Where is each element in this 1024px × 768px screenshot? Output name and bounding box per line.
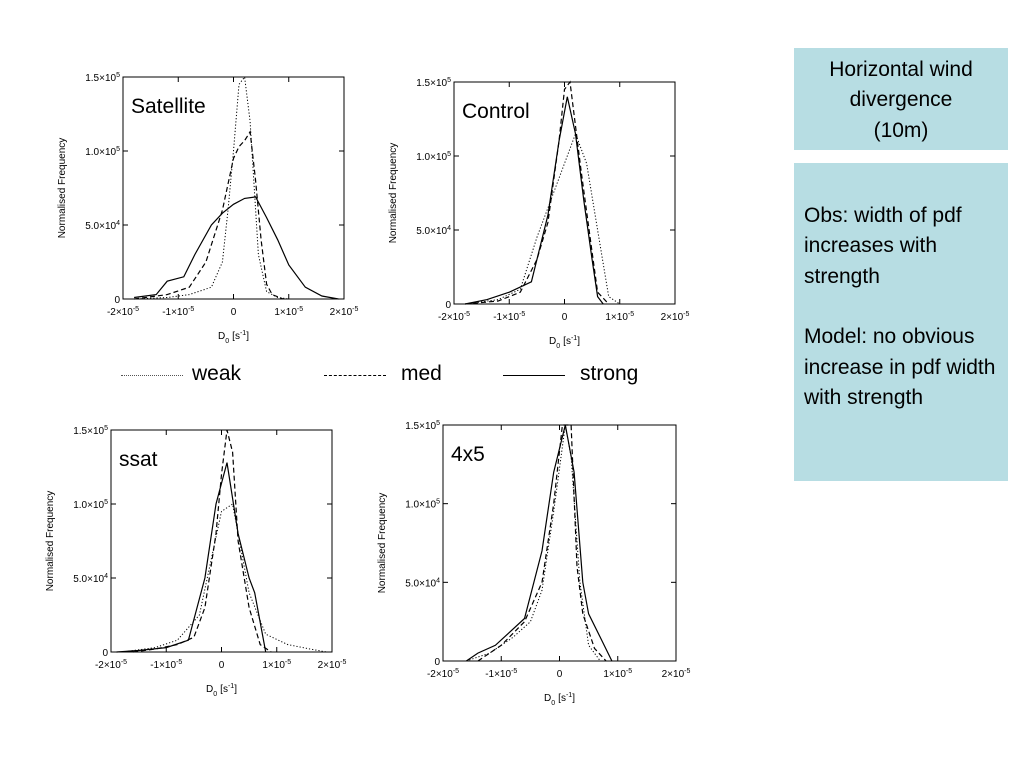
title-box: Horizontal wind divergence (10m) [794, 48, 1008, 150]
legend-label-med: med [401, 362, 442, 385]
x-tick-label: 2×10-5 [662, 668, 691, 680]
x-tick-label: 0 [557, 669, 563, 680]
series-line-med [133, 429, 272, 653]
x-tick-label: 2×10-5 [661, 311, 690, 323]
x-tick-label: 1×10-5 [262, 659, 291, 671]
y-tick-label: 0 [102, 648, 108, 659]
y-tick-label: 5.0×104 [416, 225, 451, 237]
legend-line-strong [503, 375, 565, 376]
x-axis-label: D0 [s-1] [218, 330, 249, 345]
series-line-med [477, 424, 607, 662]
panel-title: Control [462, 100, 530, 123]
legend-line-weak [121, 375, 183, 376]
y-tick-label: 1.5×105 [85, 72, 120, 84]
series-line-strong [134, 196, 339, 300]
x-tick-label: -2×10-5 [438, 311, 470, 323]
x-tick-label: -1×10-5 [162, 306, 194, 318]
x-tick-label: -1×10-5 [493, 311, 525, 323]
chart-legend: weak med strong [0, 360, 700, 390]
y-axis-label: Normalised Frequency [388, 143, 399, 244]
y-tick-label: 1.5×105 [405, 420, 440, 432]
x-tick-label: 2×10-5 [330, 306, 359, 318]
panel-title: 4x5 [451, 443, 485, 466]
legend-line-med [324, 375, 386, 376]
x-tick-label: 0 [231, 307, 237, 318]
series-line-weak [466, 424, 601, 662]
title-line-2: divergence [849, 88, 953, 112]
y-axis-label: Normalised Frequency [377, 493, 388, 594]
y-tick-label: 1.0×105 [405, 499, 440, 511]
y-axis-label: Normalised Frequency [45, 491, 56, 592]
legend-label-strong: strong [580, 362, 639, 385]
series-line-med [465, 80, 610, 305]
model-note: Model: no obvious increase in pdf width … [804, 325, 996, 410]
y-tick-label: 5.0×104 [405, 577, 440, 589]
notes-box: Obs: width of pdf increases with strengt… [794, 163, 1008, 481]
y-tick-label: 1.0×105 [73, 499, 108, 511]
series-line-strong [465, 424, 613, 662]
title-line-3: (10m) [873, 118, 929, 142]
y-tick-label: 0 [434, 657, 440, 668]
x-tick-label: -2×10-5 [427, 668, 459, 680]
x-tick-label: 0 [219, 660, 225, 671]
legend-label-weak: weak [192, 362, 242, 385]
obs-note: Obs: width of pdf increases with strengt… [804, 204, 962, 288]
x-axis-label: D0 [s-1] [206, 683, 237, 698]
series-line-strong [464, 96, 604, 305]
x-tick-label: 1×10-5 [605, 311, 634, 323]
series-line-strong [116, 462, 267, 653]
series-line-med [134, 130, 284, 300]
panel-title: Satellite [131, 95, 206, 118]
y-tick-label: 1.0×105 [416, 151, 451, 163]
x-tick-label: 0 [562, 312, 568, 323]
y-tick-label: 0 [445, 300, 451, 311]
y-tick-label: 1.5×105 [73, 425, 108, 437]
y-tick-label: 1.0×105 [85, 146, 120, 158]
x-tick-label: -1×10-5 [485, 668, 517, 680]
x-tick-label: -1×10-5 [150, 659, 182, 671]
x-axis-label: D0 [s-1] [544, 692, 575, 707]
x-tick-label: -2×10-5 [107, 306, 139, 318]
y-axis-label: Normalised Frequency [57, 138, 68, 239]
x-tick-label: 2×10-5 [318, 659, 347, 671]
y-tick-label: 5.0×104 [73, 573, 108, 585]
panel-title: ssat [119, 448, 158, 471]
x-tick-label: -2×10-5 [95, 659, 127, 671]
x-tick-label: 1×10-5 [274, 306, 303, 318]
y-tick-label: 0 [114, 295, 120, 306]
y-tick-label: 1.5×105 [416, 77, 451, 89]
title-line-1: Horizontal wind [829, 58, 973, 81]
x-tick-label: 1×10-5 [603, 668, 632, 680]
x-axis-label: D0 [s-1] [549, 335, 580, 350]
y-tick-label: 5.0×104 [85, 220, 120, 232]
